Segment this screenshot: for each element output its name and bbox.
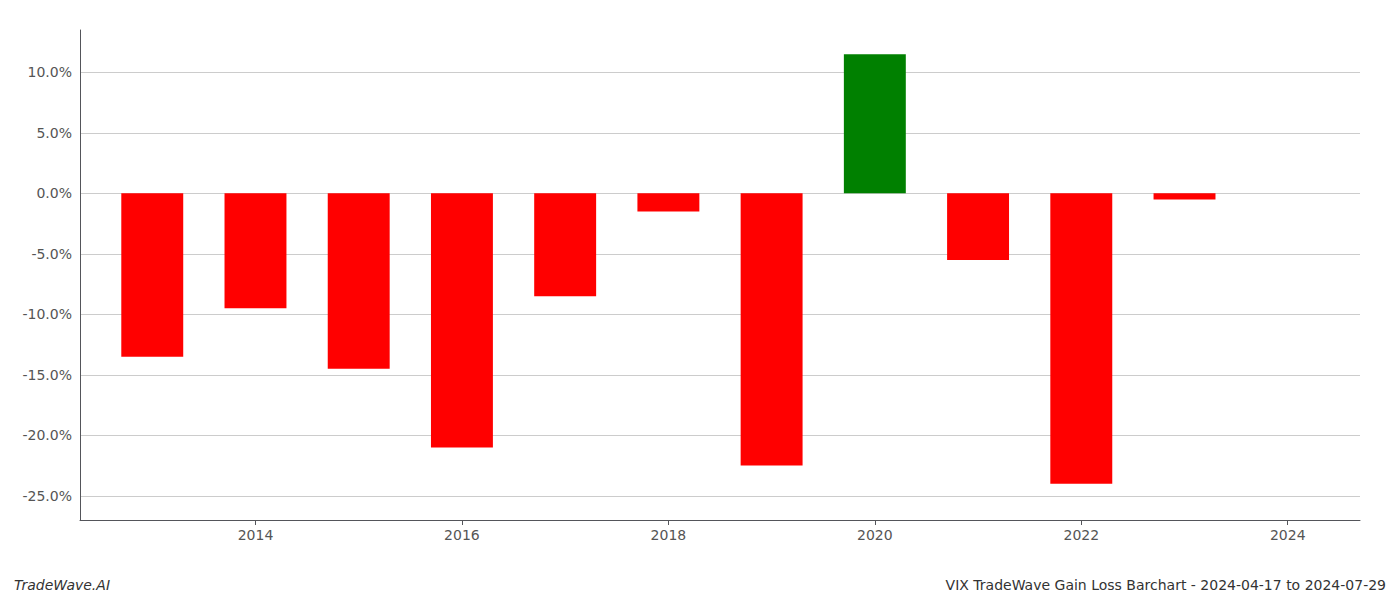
svg-text:-20.0%: -20.0% (22, 427, 72, 443)
svg-text:TradeWave.AI: TradeWave.AI (14, 577, 110, 593)
svg-text:-25.0%: -25.0% (22, 488, 72, 504)
svg-text:10.0%: 10.0% (28, 64, 72, 80)
svg-text:VIX TradeWave Gain Loss Barcha: VIX TradeWave Gain Loss Barchart - 2024-… (946, 577, 1386, 593)
svg-text:5.0%: 5.0% (36, 125, 72, 141)
svg-text:0.0%: 0.0% (36, 185, 72, 201)
svg-text:2022: 2022 (1063, 527, 1099, 543)
svg-text:2016: 2016 (444, 527, 480, 543)
svg-text:-5.0%: -5.0% (31, 246, 72, 262)
svg-text:-15.0%: -15.0% (22, 367, 72, 383)
svg-text:2020: 2020 (857, 527, 893, 543)
svg-text:-10.0%: -10.0% (22, 306, 72, 322)
svg-text:2014: 2014 (238, 527, 274, 543)
svg-text:2018: 2018 (651, 527, 687, 543)
svg-text:2024: 2024 (1270, 527, 1306, 543)
